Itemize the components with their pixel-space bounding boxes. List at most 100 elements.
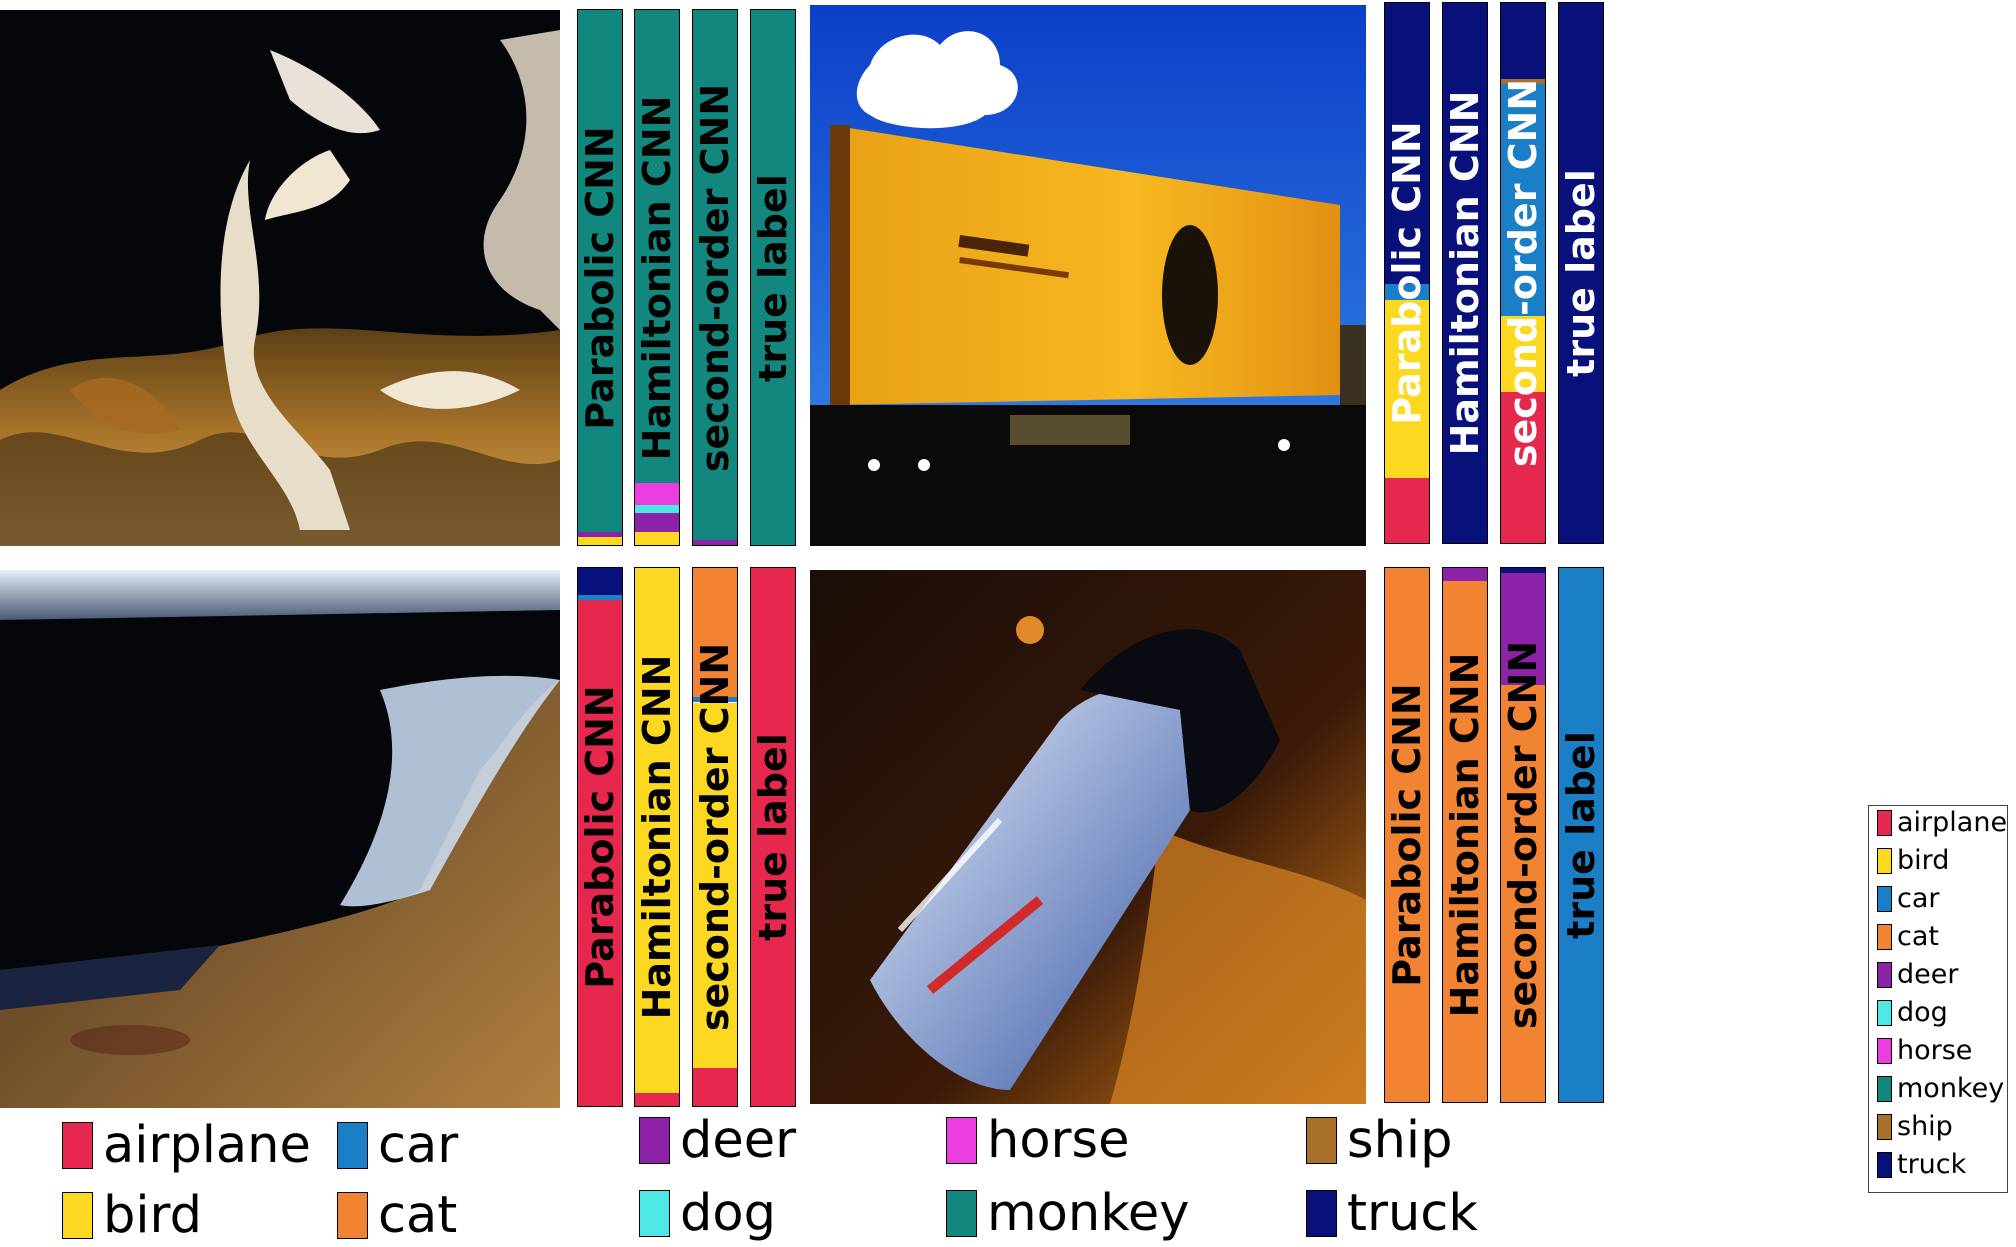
prob-segment-truck bbox=[1501, 568, 1545, 574]
dog-swatch bbox=[1877, 999, 1892, 1026]
side-legend-label: deer bbox=[1897, 959, 1959, 990]
prob-segment-monkey bbox=[578, 10, 622, 532]
side-legend-item-car: car bbox=[1877, 885, 1940, 912]
legend-item-truck: truck bbox=[1306, 1188, 1478, 1239]
prob-bar-second-order: second-order CNN bbox=[1500, 2, 1546, 544]
side-legend-label: bird bbox=[1897, 845, 1950, 876]
prob-segment-car bbox=[1559, 568, 1603, 1102]
prob-bar-hamiltonian: Hamiltonian CNN bbox=[1442, 2, 1488, 544]
deer-swatch bbox=[1877, 961, 1892, 988]
prob-segment-truck bbox=[1559, 3, 1603, 543]
bar-label: true label bbox=[751, 173, 795, 382]
prob-segment-bird bbox=[1385, 300, 1429, 479]
bar-label: Parabolic CNN bbox=[578, 125, 622, 430]
cat-swatch bbox=[337, 1192, 368, 1239]
prob-bar-second-order: second-order CNN bbox=[1500, 567, 1546, 1103]
side-legend-label: monkey bbox=[1897, 1073, 2005, 1104]
side-legend-item-deer: deer bbox=[1877, 961, 1958, 988]
ship-swatch bbox=[1306, 1117, 1337, 1164]
prob-segment-deer bbox=[635, 512, 679, 532]
prob-segment-truck bbox=[1385, 3, 1429, 284]
side-legend-label: dog bbox=[1897, 997, 1948, 1028]
prob-segment-cat bbox=[1443, 581, 1487, 1102]
legend-item-car: car bbox=[337, 1120, 458, 1171]
legend-label: airplane bbox=[103, 1116, 311, 1175]
prob-bar-hamiltonian: Hamiltonian CNN bbox=[634, 9, 680, 546]
cat-swatch bbox=[1877, 923, 1892, 950]
prob-segment-monkey bbox=[693, 10, 737, 540]
legend-item-cat: cat bbox=[337, 1190, 457, 1241]
car-photo bbox=[810, 570, 1366, 1104]
car-swatch bbox=[337, 1122, 368, 1169]
prob-segment-car bbox=[1501, 84, 1545, 317]
legend-label: truck bbox=[1347, 1184, 1478, 1243]
legend-item-horse: horse bbox=[946, 1115, 1129, 1166]
bird-swatch bbox=[62, 1192, 93, 1239]
legend-item-deer: deer bbox=[639, 1115, 796, 1166]
prob-segment-car bbox=[578, 594, 622, 601]
ship-swatch bbox=[1877, 1113, 1892, 1140]
legend-label: dog bbox=[680, 1184, 776, 1243]
bar-label: true label bbox=[751, 733, 795, 941]
legend-item-airplane: airplane bbox=[62, 1120, 311, 1171]
dog-swatch bbox=[639, 1190, 670, 1237]
prob-segment-bird bbox=[635, 531, 679, 545]
prob-bar-parabolic: Parabolic CNN bbox=[577, 9, 623, 546]
side-legend: airplane bird car cat deer dog horse mon… bbox=[1868, 805, 2008, 1193]
prob-segment-airplane bbox=[693, 1068, 737, 1106]
prob-bar-true-label: true label bbox=[1558, 2, 1604, 544]
side-legend-item-ship: ship bbox=[1877, 1113, 1953, 1140]
prob-segment-bird bbox=[1501, 316, 1545, 392]
prob-segment-truck bbox=[1443, 3, 1487, 543]
bird-swatch bbox=[1877, 847, 1892, 874]
prob-segment-deer bbox=[1501, 573, 1545, 686]
prob-bar-true-label: true label bbox=[1558, 567, 1604, 1103]
side-legend-label: ship bbox=[1897, 1111, 1953, 1142]
legend-label: car bbox=[378, 1116, 459, 1175]
truck-swatch bbox=[1306, 1190, 1337, 1237]
prob-bar-second-order: second-order CNN bbox=[692, 567, 738, 1107]
prob-segment-horse bbox=[635, 483, 679, 505]
prob-segment-ship bbox=[1501, 78, 1545, 84]
legend-label: horse bbox=[987, 1111, 1130, 1170]
monkey-swatch bbox=[946, 1190, 977, 1237]
bar-label: Parabolic CNN bbox=[1385, 683, 1429, 987]
prob-bar-parabolic: Parabolic CNN bbox=[577, 567, 623, 1107]
bar-label: second-order CNN bbox=[693, 642, 737, 1032]
prob-segment-car bbox=[693, 697, 737, 703]
prob-segment-cat bbox=[1385, 568, 1429, 1102]
monkey-photo bbox=[0, 10, 560, 546]
prob-segment-monkey bbox=[751, 10, 795, 545]
side-legend-item-truck: truck bbox=[1877, 1151, 1966, 1178]
deer-swatch bbox=[639, 1117, 670, 1164]
legend-item-dog: dog bbox=[639, 1188, 776, 1239]
prob-bar-hamiltonian: Hamiltonian CNN bbox=[634, 567, 680, 1107]
side-legend-item-cat: cat bbox=[1877, 923, 1939, 950]
prob-bar-parabolic: Parabolic CNN bbox=[1384, 2, 1430, 544]
side-legend-item-bird: bird bbox=[1877, 847, 1949, 874]
legend-label: monkey bbox=[987, 1184, 1190, 1243]
side-legend-item-horse: horse bbox=[1877, 1037, 1972, 1064]
bar-label: Hamiltonian CNN bbox=[1443, 90, 1487, 456]
legend-label: ship bbox=[1347, 1111, 1453, 1170]
truck-photo bbox=[810, 5, 1366, 546]
prob-bar-true-label: true label bbox=[750, 567, 796, 1107]
side-legend-item-airplane: airplane bbox=[1877, 809, 2007, 836]
prob-segment-truck bbox=[1501, 3, 1545, 79]
car-swatch bbox=[1877, 885, 1892, 912]
legend-label: bird bbox=[103, 1186, 202, 1245]
side-legend-label: cat bbox=[1897, 921, 1939, 952]
prob-bar-hamiltonian: Hamiltonian CNN bbox=[1442, 567, 1488, 1103]
bar-label: Hamiltonian CNN bbox=[1443, 652, 1487, 1018]
side-legend-label: horse bbox=[1897, 1035, 1973, 1066]
prob-segment-airplane bbox=[1501, 391, 1545, 543]
legend-label: cat bbox=[378, 1186, 458, 1245]
prob-segment-bird bbox=[578, 536, 622, 545]
prob-segment-cat bbox=[693, 568, 737, 698]
prob-bar-second-order: second-order CNN bbox=[692, 9, 738, 546]
prob-segment-monkey bbox=[635, 10, 679, 484]
bar-label: second-order CNN bbox=[1501, 78, 1545, 468]
bar-label: true label bbox=[1559, 169, 1603, 377]
airplane-photo bbox=[0, 570, 560, 1108]
legend-label: deer bbox=[680, 1111, 797, 1170]
